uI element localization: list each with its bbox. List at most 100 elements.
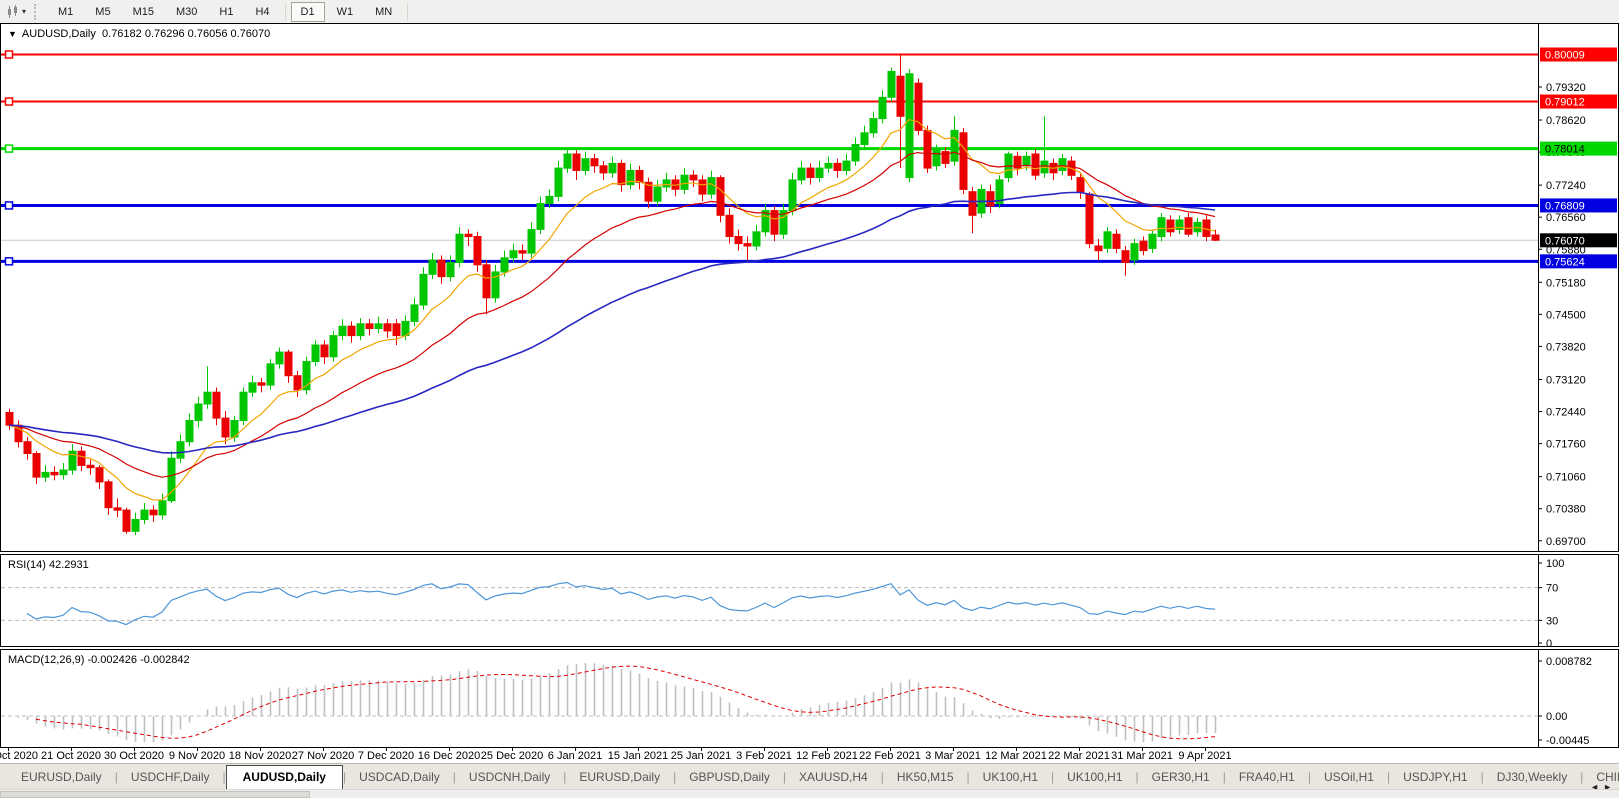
tab-gbpusd-daily[interactable]: GBPUSD,Daily: [689, 770, 770, 784]
tab-scroll-arrows[interactable]: ◄►: [1590, 782, 1616, 792]
tab-scroll-right-icon[interactable]: ►: [1603, 782, 1616, 792]
tab-separator: |: [114, 770, 118, 784]
tab-separator: |: [880, 770, 884, 784]
tab-separator: |: [782, 770, 787, 784]
date-label: 15 Jan 2021: [607, 750, 669, 762]
horizontal-scrollbar[interactable]: [0, 789, 1619, 798]
svg-text:0.80009: 0.80009: [1545, 50, 1585, 62]
current-price-badge: [1540, 233, 1617, 248]
svg-text:0.78620: 0.78620: [1546, 115, 1586, 127]
macd-canvas[interactable]: 0.008782 0.00 -0.00445: [1, 650, 1618, 747]
date-tick: [8, 747, 9, 751]
svg-text:0.75180: 0.75180: [1546, 277, 1586, 289]
tab-usdcad-daily[interactable]: USDCAD,Daily: [359, 770, 440, 784]
date-label: 12 Feb 2021: [796, 750, 858, 762]
tab-eurusd-daily[interactable]: EURUSD,Daily: [21, 770, 102, 784]
timeframe-m1[interactable]: M1: [58, 5, 74, 18]
svg-text:0.70380: 0.70380: [1546, 504, 1586, 516]
tab-eurusd-daily[interactable]: EURUSD,Daily: [579, 770, 661, 784]
macd-panel[interactable]: MACD(12,26,9) -0.002426 -0.002842 0.0087…: [0, 649, 1619, 748]
tab-separator: |: [1480, 770, 1484, 784]
date-tick: [197, 747, 198, 751]
tab-separator: |: [1580, 770, 1584, 784]
svg-text:0.008782: 0.008782: [1546, 656, 1592, 668]
chart-title: ▼ AUDUSD,Daily 0.76182 0.76296 0.76056 0.…: [8, 28, 270, 40]
tab-separator: |: [1386, 770, 1391, 784]
timeframe-d1[interactable]: D1: [290, 1, 325, 22]
rsi-panel[interactable]: RSI(14) 42.2931 100 70 30 0: [0, 554, 1619, 647]
svg-text:0.77240: 0.77240: [1546, 180, 1586, 192]
tab-separator: |: [673, 770, 677, 784]
date-tick: [386, 747, 387, 751]
timeframe-mn[interactable]: MN: [375, 5, 393, 18]
date-tick: [827, 747, 828, 751]
svg-text:0.78014: 0.78014: [1545, 144, 1585, 156]
ema-mid-line: [8, 151, 1216, 478]
ohlc-low: 0.76056: [187, 28, 228, 40]
date-label: 7 Dec 2020: [357, 750, 415, 762]
tab-separator: |: [222, 770, 226, 784]
tab-audusd-daily[interactable]: AUDUSD,Daily: [225, 765, 343, 789]
timeframe-m15[interactable]: M15: [132, 5, 154, 18]
date-label: 21 Oct 2020: [41, 750, 101, 762]
price-chart-panel[interactable]: ▼ AUDUSD,Daily 0.76182 0.76296 0.76056 0.…: [0, 23, 1619, 552]
tab-uk100-h1[interactable]: UK100,H1: [1067, 770, 1123, 784]
svg-text:30: 30: [1546, 615, 1558, 627]
tab-usdjpy-h1[interactable]: USDJPY,H1: [1403, 770, 1468, 784]
svg-text:0.76809: 0.76809: [1545, 200, 1585, 212]
timeframe-m5[interactable]: M5: [95, 5, 111, 18]
date-label: 12 Mar 2021: [985, 750, 1047, 762]
date-label: 3 Feb 2021: [736, 750, 792, 762]
tab-separator: |: [1135, 770, 1139, 784]
svg-text:0.00: 0.00: [1546, 711, 1567, 723]
date-tick: [512, 747, 513, 751]
price-badges: 0.80009 0.79012 0.78014 0.76809 0.75624 0.760…: [1540, 47, 1617, 269]
date-tick: [449, 747, 450, 751]
svg-text:100: 100: [1546, 558, 1564, 570]
rsi-canvas[interactable]: 100 70 30 0: [1, 555, 1618, 646]
tab-usoil-h1[interactable]: USOil,H1: [1323, 770, 1374, 784]
date-label: 9 Apr 2021: [1178, 750, 1232, 762]
horizontal-lines[interactable]: [1, 50, 1538, 266]
price-chart-canvas[interactable]: 0.793200.786200.779400.772400.765600.758…: [1, 24, 1618, 551]
date-tick: [1016, 747, 1017, 751]
date-label: 3 Mar 2021: [925, 750, 981, 762]
tab-uk100-h1[interactable]: UK100,H1: [982, 770, 1039, 784]
date-tick: [638, 747, 639, 751]
svg-text:0.69700: 0.69700: [1546, 536, 1586, 548]
timeframe-h4[interactable]: H4: [255, 5, 270, 18]
macd-label: MACD(12,26,9) -0.002426 -0.002842: [8, 654, 190, 666]
tab-dj30-weekly[interactable]: DJ30,Weekly: [1496, 770, 1568, 784]
scrollbar-thumb[interactable]: [0, 791, 310, 798]
date-label: 25 Jan 2021: [670, 750, 732, 762]
macd-histogram: [17, 663, 1217, 743]
tab-usdchf-daily[interactable]: USDCHF,Daily: [130, 770, 210, 784]
tab-usdcnh-daily[interactable]: USDCNH,Daily: [468, 770, 551, 784]
collapse-icon[interactable]: ▼: [8, 29, 17, 39]
date-label: 16 Dec 2020: [417, 750, 481, 762]
tab-china300-h1[interactable]: CHINA300,H1: [1596, 770, 1619, 784]
svg-text:0.79012: 0.79012: [1545, 97, 1585, 109]
svg-text:0.76070: 0.76070: [1545, 235, 1585, 247]
svg-text:0.71060: 0.71060: [1546, 472, 1586, 484]
candlestick-chart-icon: [8, 4, 17, 18]
toolbar-grip[interactable]: [34, 3, 41, 20]
symbol-label: AUDUSD,Daily: [21, 28, 96, 40]
tab-hk50-m15[interactable]: HK50,M15: [896, 770, 954, 784]
tab-scroll-left-icon[interactable]: ◄: [1590, 782, 1604, 792]
date-tick: [71, 747, 72, 751]
tab-fra40-h1[interactable]: FRA40,H1: [1238, 770, 1295, 784]
chart-type-button[interactable]: ▾: [2, 3, 30, 21]
chart-tabs-bar: EURUSD,Daily | USDCHF,Daily | AUDUSD,Daily | U…: [0, 763, 1619, 789]
tab-ger30-h1[interactable]: GER30,H1: [1151, 770, 1210, 784]
tab-xauusd-h4[interactable]: XAUUSD,H4: [799, 770, 868, 784]
tab-separator: |: [966, 770, 970, 784]
svg-text:0.71760: 0.71760: [1546, 439, 1586, 451]
timeframe-w1[interactable]: W1: [336, 5, 354, 18]
ohlc-open: 0.76182: [102, 28, 142, 40]
timeframe-m30[interactable]: M30: [175, 5, 198, 18]
tab-separator: |: [563, 770, 567, 784]
date-tick: [575, 747, 576, 751]
timeframe-h1[interactable]: H1: [219, 5, 234, 18]
